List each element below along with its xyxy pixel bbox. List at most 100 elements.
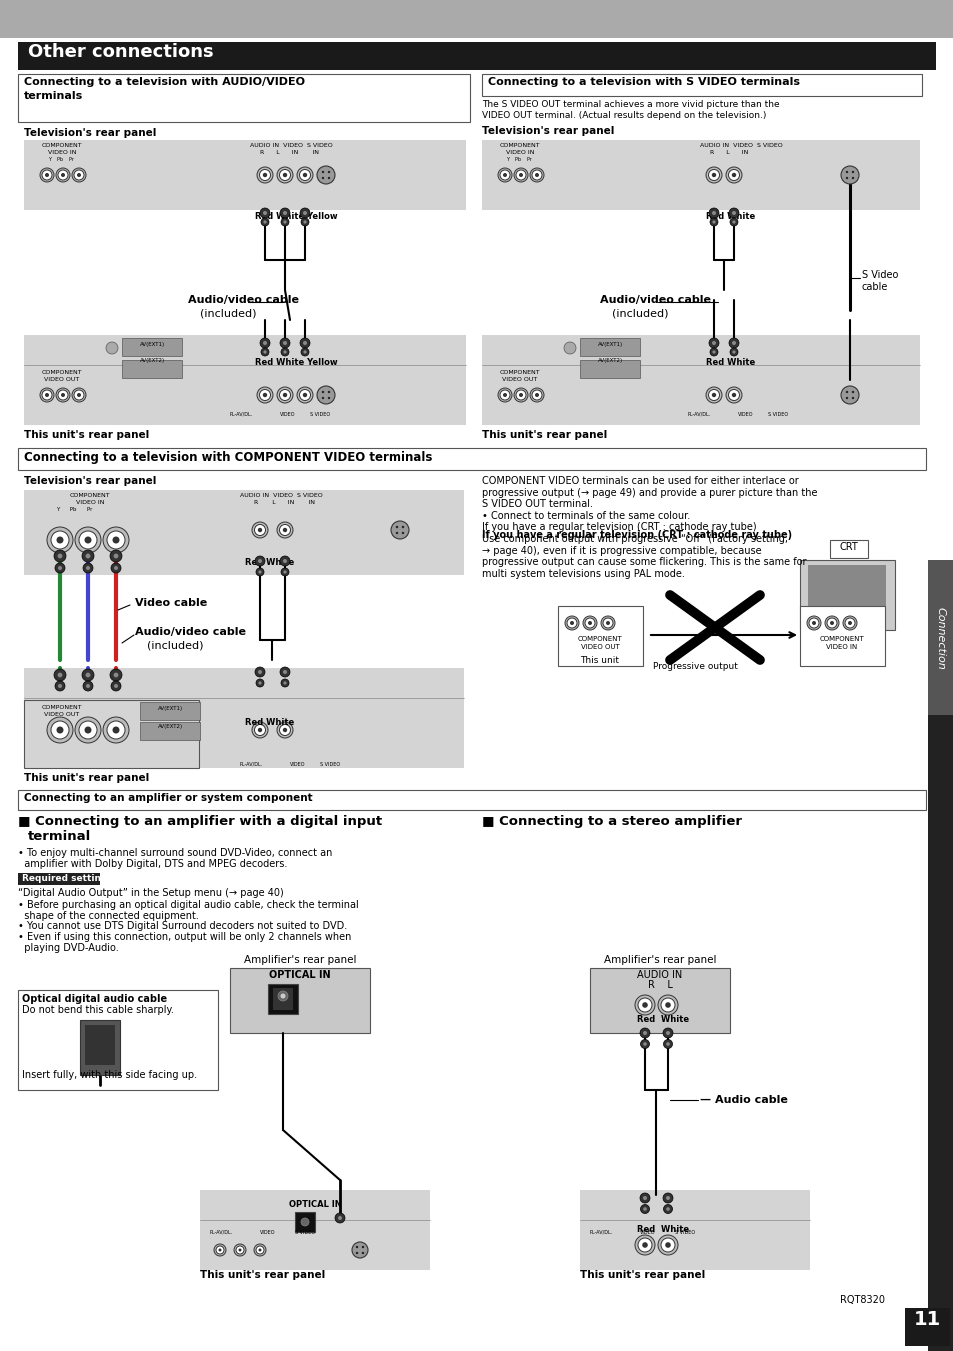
Bar [800,561,894,630]
Circle shape [254,524,265,535]
Circle shape [82,669,94,681]
Circle shape [851,177,853,180]
Text: 11: 11 [912,1310,940,1329]
Text: Connecting to a television with COMPONENT VIDEO terminals: Connecting to a television with COMPONEN… [24,451,432,463]
Circle shape [328,177,330,180]
Text: VIDEO IN: VIDEO IN [505,150,534,155]
Text: amplifier with Dolby Digital, DTS and MPEG decoders.: amplifier with Dolby Digital, DTS and MP… [18,859,287,869]
Circle shape [111,563,121,573]
Text: This unit's rear panel: This unit's rear panel [579,1270,704,1279]
Circle shape [401,532,404,534]
Text: PL-AV/DL.: PL-AV/DL. [240,762,263,767]
Circle shape [845,177,847,180]
Circle shape [841,166,858,184]
Circle shape [395,532,397,534]
Text: Red White: Red White [245,717,294,727]
Circle shape [301,349,309,357]
Text: AV(EXT2): AV(EXT2) [598,358,622,363]
Circle shape [254,724,265,735]
Circle shape [391,521,409,539]
Bar [24,141,465,209]
Bar [0,0,953,38]
Circle shape [639,1193,649,1202]
Circle shape [639,1039,649,1048]
Circle shape [86,566,90,570]
Circle shape [54,550,66,562]
Text: S VIDEO: S VIDEO [310,412,330,417]
Circle shape [252,521,268,538]
Circle shape [82,550,94,562]
Bar [800,607,884,666]
Circle shape [258,570,261,574]
Circle shape [497,168,512,182]
Circle shape [321,170,324,173]
Text: VIDEO OUT: VIDEO OUT [45,712,79,717]
Circle shape [728,169,739,181]
Circle shape [352,1242,368,1258]
Circle shape [282,393,287,397]
Circle shape [255,567,264,576]
Text: R       L      IN       IN: R L IN IN [253,500,314,505]
Circle shape [518,393,522,397]
Circle shape [61,393,65,397]
Circle shape [54,669,66,681]
Circle shape [635,1235,655,1255]
Bar [481,141,919,209]
Text: AV(EXT1): AV(EXT1) [158,707,183,711]
Circle shape [86,684,90,688]
Bar [579,1190,809,1270]
Text: • Before purchasing an optical digital audio cable, check the terminal: • Before purchasing an optical digital a… [18,900,358,911]
Circle shape [56,727,64,734]
Circle shape [296,168,313,182]
Circle shape [845,390,847,393]
Circle shape [262,173,267,177]
Circle shape [263,220,266,224]
Text: VIDEO IN: VIDEO IN [48,150,76,155]
Circle shape [57,554,62,558]
Text: Red White: Red White [705,358,755,367]
Circle shape [257,528,262,532]
Circle shape [58,566,62,570]
Bar [481,335,919,426]
Text: Red  White: Red White [637,1015,688,1024]
Circle shape [361,1252,364,1254]
Text: The S VIDEO OUT terminal achieves a more vivid picture than the: The S VIDEO OUT terminal achieves a more… [481,100,779,109]
Circle shape [658,1235,678,1255]
Text: VIDEO: VIDEO [260,1229,275,1235]
Circle shape [711,173,716,177]
Circle shape [256,168,273,182]
Circle shape [58,390,68,400]
Text: Connection: Connection [935,607,945,669]
Bar [85,1025,115,1065]
Circle shape [532,390,541,400]
Circle shape [253,1244,266,1256]
Circle shape [61,173,65,177]
Text: Amplifier's rear panel: Amplifier's rear panel [603,955,716,965]
Circle shape [709,218,718,226]
Circle shape [74,390,84,400]
Text: Audio/video cable: Audio/video cable [135,627,246,638]
Circle shape [321,177,324,180]
Text: • You cannot use DTS Digital Surround decoders not suited to DVD.: • You cannot use DTS Digital Surround de… [18,921,347,931]
Circle shape [71,388,86,403]
Circle shape [731,340,735,345]
Circle shape [582,616,597,630]
Circle shape [107,721,125,739]
Circle shape [328,170,330,173]
Text: Amplifier's rear panel: Amplifier's rear panel [244,955,355,965]
Circle shape [665,1031,669,1035]
Circle shape [111,681,121,690]
Bar [18,42,935,70]
Text: PL-AV/DL.: PL-AV/DL. [589,1229,613,1235]
Circle shape [532,170,541,180]
Circle shape [261,349,269,357]
Circle shape [605,621,609,626]
Circle shape [725,168,741,182]
Circle shape [662,1205,672,1213]
Circle shape [641,1242,647,1248]
Circle shape [729,218,738,226]
Text: VIDEO: VIDEO [639,1229,655,1235]
Text: Y    Pb    Pr: Y Pb Pr [48,157,73,162]
Circle shape [316,166,335,184]
Circle shape [638,998,651,1012]
